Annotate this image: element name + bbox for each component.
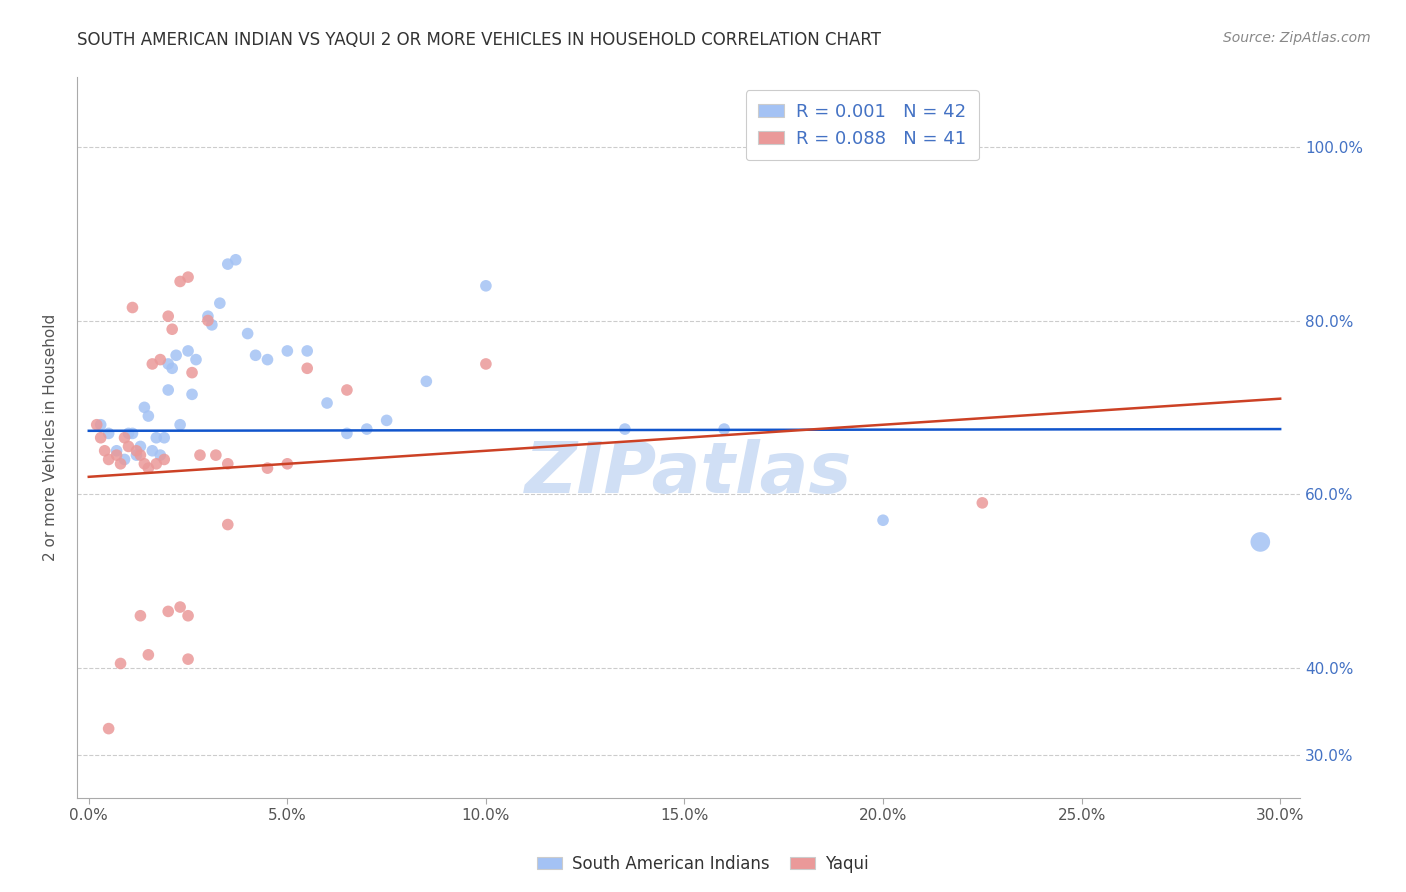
Point bbox=[475, 278, 498, 293]
Point bbox=[125, 443, 148, 458]
Point bbox=[114, 431, 136, 445]
Point bbox=[153, 452, 176, 467]
Point bbox=[157, 604, 180, 618]
Point bbox=[105, 448, 128, 462]
Point bbox=[295, 361, 318, 376]
Point bbox=[129, 608, 152, 623]
Point bbox=[316, 396, 339, 410]
Point bbox=[475, 357, 498, 371]
Point bbox=[295, 343, 318, 358]
Point bbox=[93, 443, 115, 458]
Point bbox=[201, 318, 224, 332]
Point bbox=[97, 426, 120, 441]
Point bbox=[375, 413, 398, 427]
Point bbox=[157, 383, 180, 397]
Point bbox=[121, 426, 143, 441]
Point bbox=[90, 431, 112, 445]
Point bbox=[97, 722, 120, 736]
Point bbox=[134, 401, 156, 415]
Point bbox=[613, 422, 636, 436]
Point bbox=[125, 448, 148, 462]
Point bbox=[110, 657, 132, 671]
Point bbox=[160, 361, 183, 376]
Point bbox=[245, 348, 267, 362]
Text: Source: ZipAtlas.com: Source: ZipAtlas.com bbox=[1223, 31, 1371, 45]
Point bbox=[141, 443, 163, 458]
Text: SOUTH AMERICAN INDIAN VS YAQUI 2 OR MORE VEHICLES IN HOUSEHOLD CORRELATION CHART: SOUTH AMERICAN INDIAN VS YAQUI 2 OR MORE… bbox=[77, 31, 882, 49]
Point bbox=[169, 417, 191, 432]
Point bbox=[169, 600, 191, 615]
Point bbox=[169, 275, 191, 289]
Point bbox=[236, 326, 259, 341]
Point bbox=[256, 461, 278, 475]
Point bbox=[138, 409, 160, 423]
Point bbox=[188, 448, 211, 462]
Legend: South American Indians, Yaqui: South American Indians, Yaqui bbox=[530, 848, 876, 880]
Point bbox=[157, 357, 180, 371]
Point bbox=[160, 322, 183, 336]
Point bbox=[117, 426, 139, 441]
Point bbox=[713, 422, 735, 436]
Point bbox=[225, 252, 247, 267]
Point bbox=[129, 439, 152, 453]
Point bbox=[336, 383, 359, 397]
Point bbox=[145, 457, 167, 471]
Point bbox=[114, 452, 136, 467]
Point bbox=[121, 301, 143, 315]
Point bbox=[276, 343, 298, 358]
Point bbox=[197, 313, 219, 327]
Point bbox=[276, 457, 298, 471]
Point bbox=[184, 352, 207, 367]
Point bbox=[177, 270, 200, 285]
Point bbox=[872, 513, 894, 527]
Point bbox=[181, 366, 204, 380]
Point bbox=[90, 417, 112, 432]
Point bbox=[153, 431, 176, 445]
Point bbox=[138, 461, 160, 475]
Point bbox=[217, 257, 239, 271]
Point bbox=[165, 348, 187, 362]
Point bbox=[356, 422, 378, 436]
Text: ZIPatlas: ZIPatlas bbox=[524, 439, 852, 508]
Point bbox=[1249, 535, 1271, 549]
Point bbox=[105, 443, 128, 458]
Point bbox=[197, 309, 219, 323]
Point bbox=[117, 439, 139, 453]
Point bbox=[217, 457, 239, 471]
Point bbox=[217, 517, 239, 532]
Legend: R = 0.001   N = 42, R = 0.088   N = 41: R = 0.001 N = 42, R = 0.088 N = 41 bbox=[745, 90, 979, 161]
Point bbox=[141, 357, 163, 371]
Point bbox=[415, 374, 437, 388]
Point bbox=[129, 448, 152, 462]
Point bbox=[145, 431, 167, 445]
Point bbox=[181, 387, 204, 401]
Point bbox=[110, 457, 132, 471]
Point bbox=[157, 309, 180, 323]
Point bbox=[97, 452, 120, 467]
Point bbox=[134, 457, 156, 471]
Point bbox=[205, 448, 228, 462]
Point bbox=[177, 652, 200, 666]
Point bbox=[86, 417, 108, 432]
Y-axis label: 2 or more Vehicles in Household: 2 or more Vehicles in Household bbox=[44, 314, 58, 561]
Point bbox=[149, 352, 172, 367]
Point bbox=[177, 608, 200, 623]
Point bbox=[138, 648, 160, 662]
Point bbox=[149, 448, 172, 462]
Point bbox=[336, 426, 359, 441]
Point bbox=[177, 343, 200, 358]
Point bbox=[972, 496, 994, 510]
Point bbox=[208, 296, 231, 310]
Point bbox=[256, 352, 278, 367]
